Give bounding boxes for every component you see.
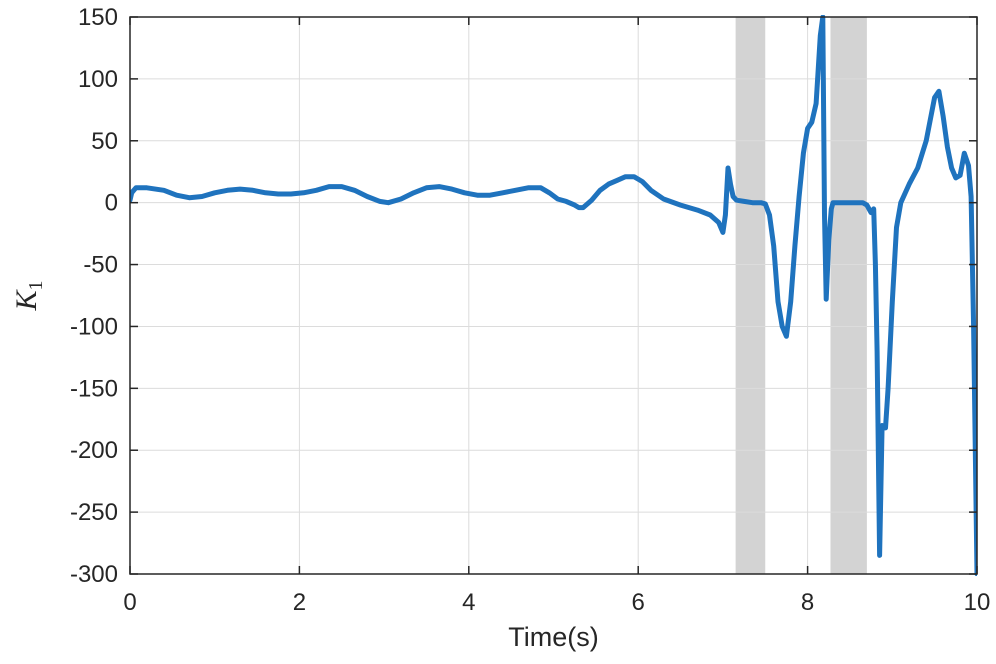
- grid-lines: [130, 17, 977, 574]
- y-tick-label-8: -250: [70, 499, 118, 526]
- shaded-interval-0: [735, 17, 766, 574]
- y-tick-label-3: 0: [105, 190, 118, 217]
- y-tick-labels: 150 100 50 0 -50 -100 -150 -200 -250 -300: [70, 4, 118, 588]
- x-tick-label-3: 6: [632, 589, 645, 616]
- y-tick-label-4: -50: [83, 252, 118, 279]
- y-axis-label-subscript: 1: [25, 280, 47, 290]
- y-axis-label-main: K: [10, 289, 43, 312]
- plot-frame: [129, 16, 978, 575]
- tick-marks: [129, 16, 978, 575]
- x-tick-label-4: 8: [801, 589, 814, 616]
- shaded-regions: [735, 17, 867, 574]
- series-line-0: [130, 15, 977, 576]
- x-tick-labels: 0 2 4 6 8 10: [123, 589, 990, 616]
- y-axis-label: K1: [10, 280, 47, 311]
- shaded-interval-1: [830, 17, 867, 574]
- x-tick-label-5: 10: [964, 589, 991, 616]
- x-axis-label: Time(s): [508, 622, 598, 652]
- y-tick-label-0: 150: [78, 4, 118, 31]
- x-tick-label-2: 4: [462, 589, 475, 616]
- x-tick-label-0: 0: [123, 589, 136, 616]
- y-tick-label-7: -200: [70, 437, 118, 464]
- y-tick-label-1: 100: [78, 66, 118, 93]
- y-tick-label-9: -300: [70, 561, 118, 588]
- y-tick-label-5: -100: [70, 313, 118, 340]
- x-tick-label-1: 2: [293, 589, 306, 616]
- series-layer: [130, 15, 977, 576]
- y-tick-label-6: -150: [70, 375, 118, 402]
- y-tick-label-2: 50: [91, 128, 118, 155]
